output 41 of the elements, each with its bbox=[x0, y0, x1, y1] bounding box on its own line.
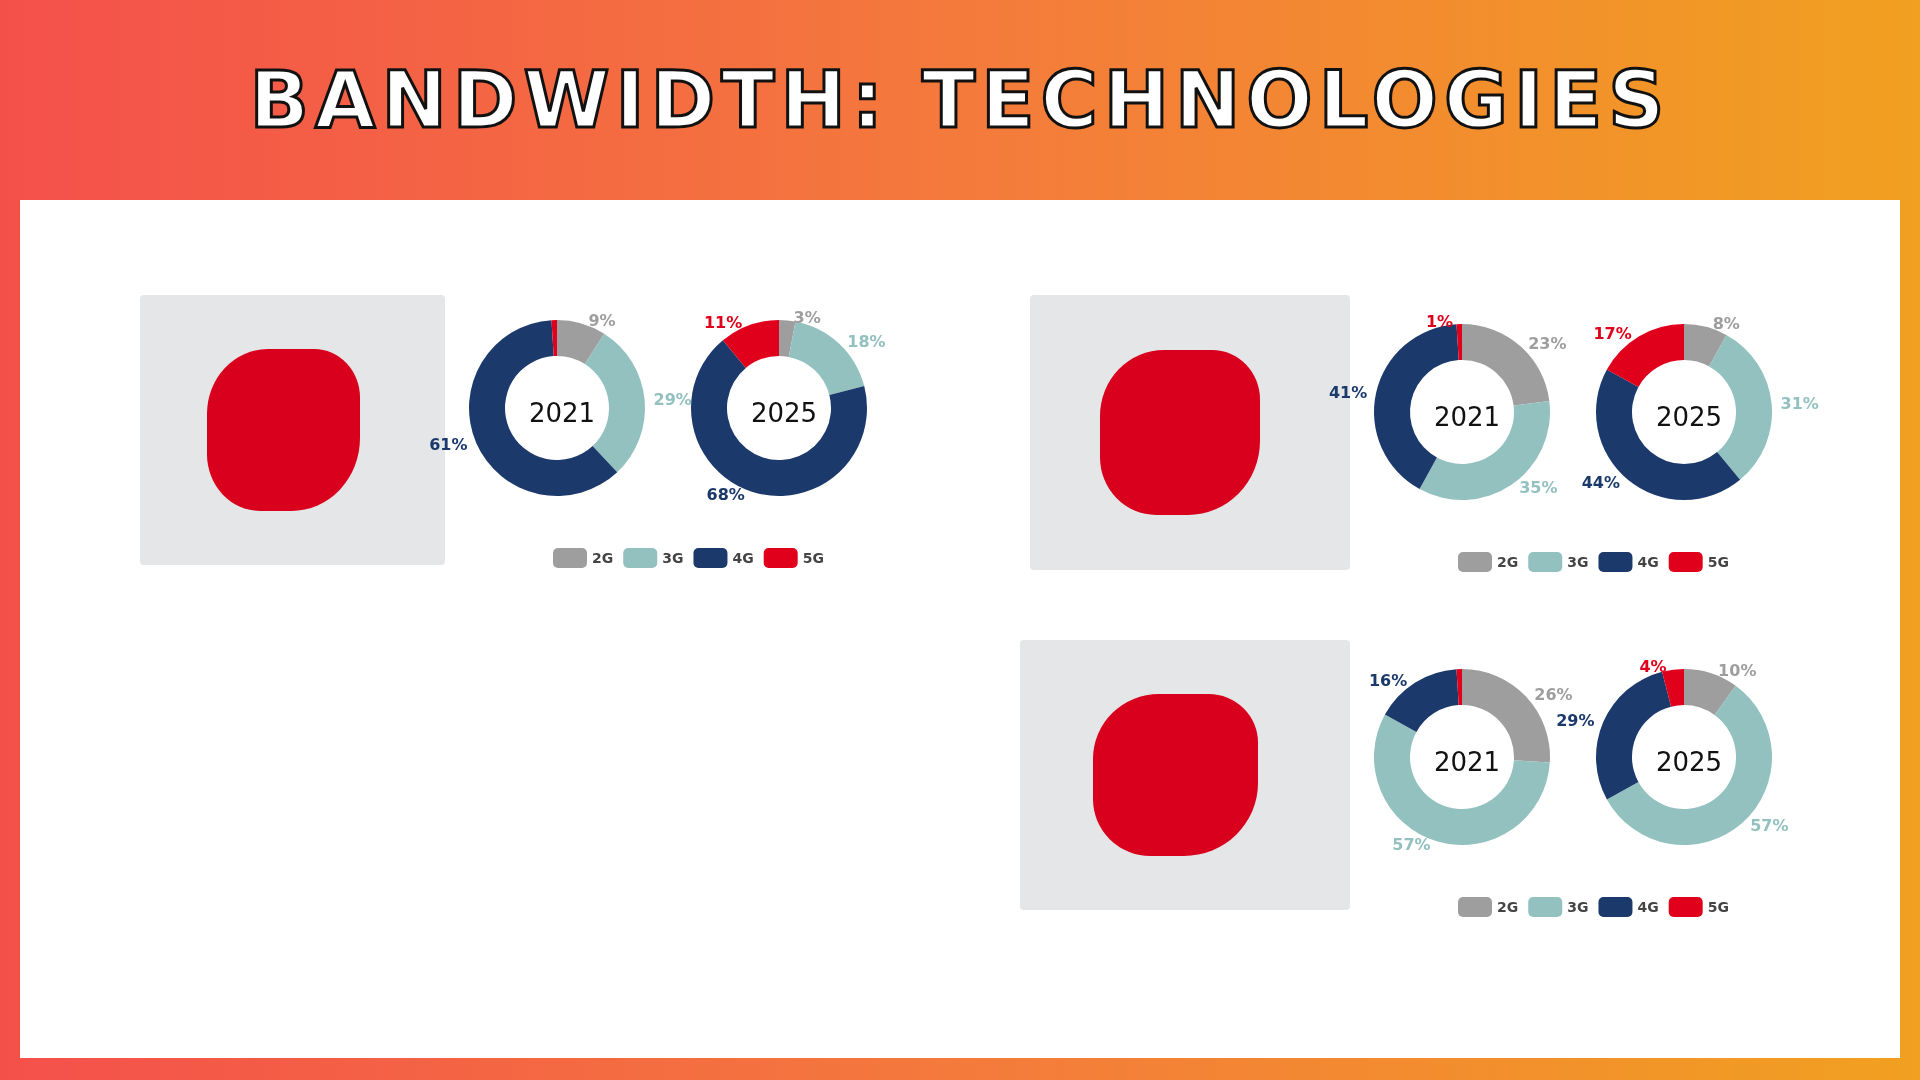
data-label: 23% bbox=[1528, 334, 1567, 354]
data-label: 29% bbox=[653, 389, 692, 409]
slice-label: 2025 bbox=[1655, 402, 1723, 432]
legend-label: 3G bbox=[1567, 554, 1589, 570]
data-label: 41% bbox=[1328, 382, 1368, 402]
data-label: 57% bbox=[1750, 815, 1789, 835]
legend-label: 5G bbox=[1707, 554, 1729, 570]
legend-label: 4G bbox=[1637, 554, 1659, 570]
slice-label: 2025 bbox=[750, 398, 818, 428]
legend-label: 4G bbox=[732, 550, 754, 566]
data-label: 17% bbox=[1593, 324, 1632, 344]
legend-label: 3G bbox=[1567, 899, 1589, 915]
slice-label: 2021 bbox=[1433, 402, 1501, 432]
data-label: 3% bbox=[793, 307, 821, 327]
legend-label: 3G bbox=[662, 550, 684, 566]
legend-label: 5G bbox=[1707, 899, 1729, 915]
data-label: 16% bbox=[1368, 670, 1408, 690]
legend-label: 2G bbox=[1497, 899, 1519, 915]
slice-label: 2021 bbox=[528, 398, 596, 428]
data-label: 4% bbox=[1639, 657, 1667, 677]
slice-label: 2021 bbox=[1433, 747, 1501, 777]
data-label: 35% bbox=[1519, 477, 1558, 497]
data-label: 18% bbox=[847, 332, 886, 352]
data-label: 10% bbox=[1718, 660, 1757, 680]
data-label: 57% bbox=[1392, 834, 1431, 854]
data-label: 44% bbox=[1581, 472, 1620, 492]
data-label: 26% bbox=[1534, 685, 1573, 705]
data-label: 29% bbox=[1556, 711, 1595, 731]
legend-label: 4G bbox=[1637, 899, 1659, 915]
text: BANDWIDTH: TECHNOLOGIES bbox=[248, 55, 1672, 145]
slice-label: 2025 bbox=[1655, 747, 1723, 777]
legend-label: 5G bbox=[802, 550, 824, 566]
data-label: 31% bbox=[1780, 393, 1819, 413]
data-label: 11% bbox=[703, 312, 743, 332]
data-label: 1% bbox=[1425, 311, 1454, 331]
data-label: 9% bbox=[588, 311, 616, 331]
data-label: 8% bbox=[1712, 314, 1740, 334]
legend-label: 2G bbox=[592, 550, 614, 566]
data-label: 68% bbox=[706, 485, 745, 505]
data-label: 61% bbox=[429, 434, 468, 454]
legend-label: 2G bbox=[1497, 554, 1519, 570]
